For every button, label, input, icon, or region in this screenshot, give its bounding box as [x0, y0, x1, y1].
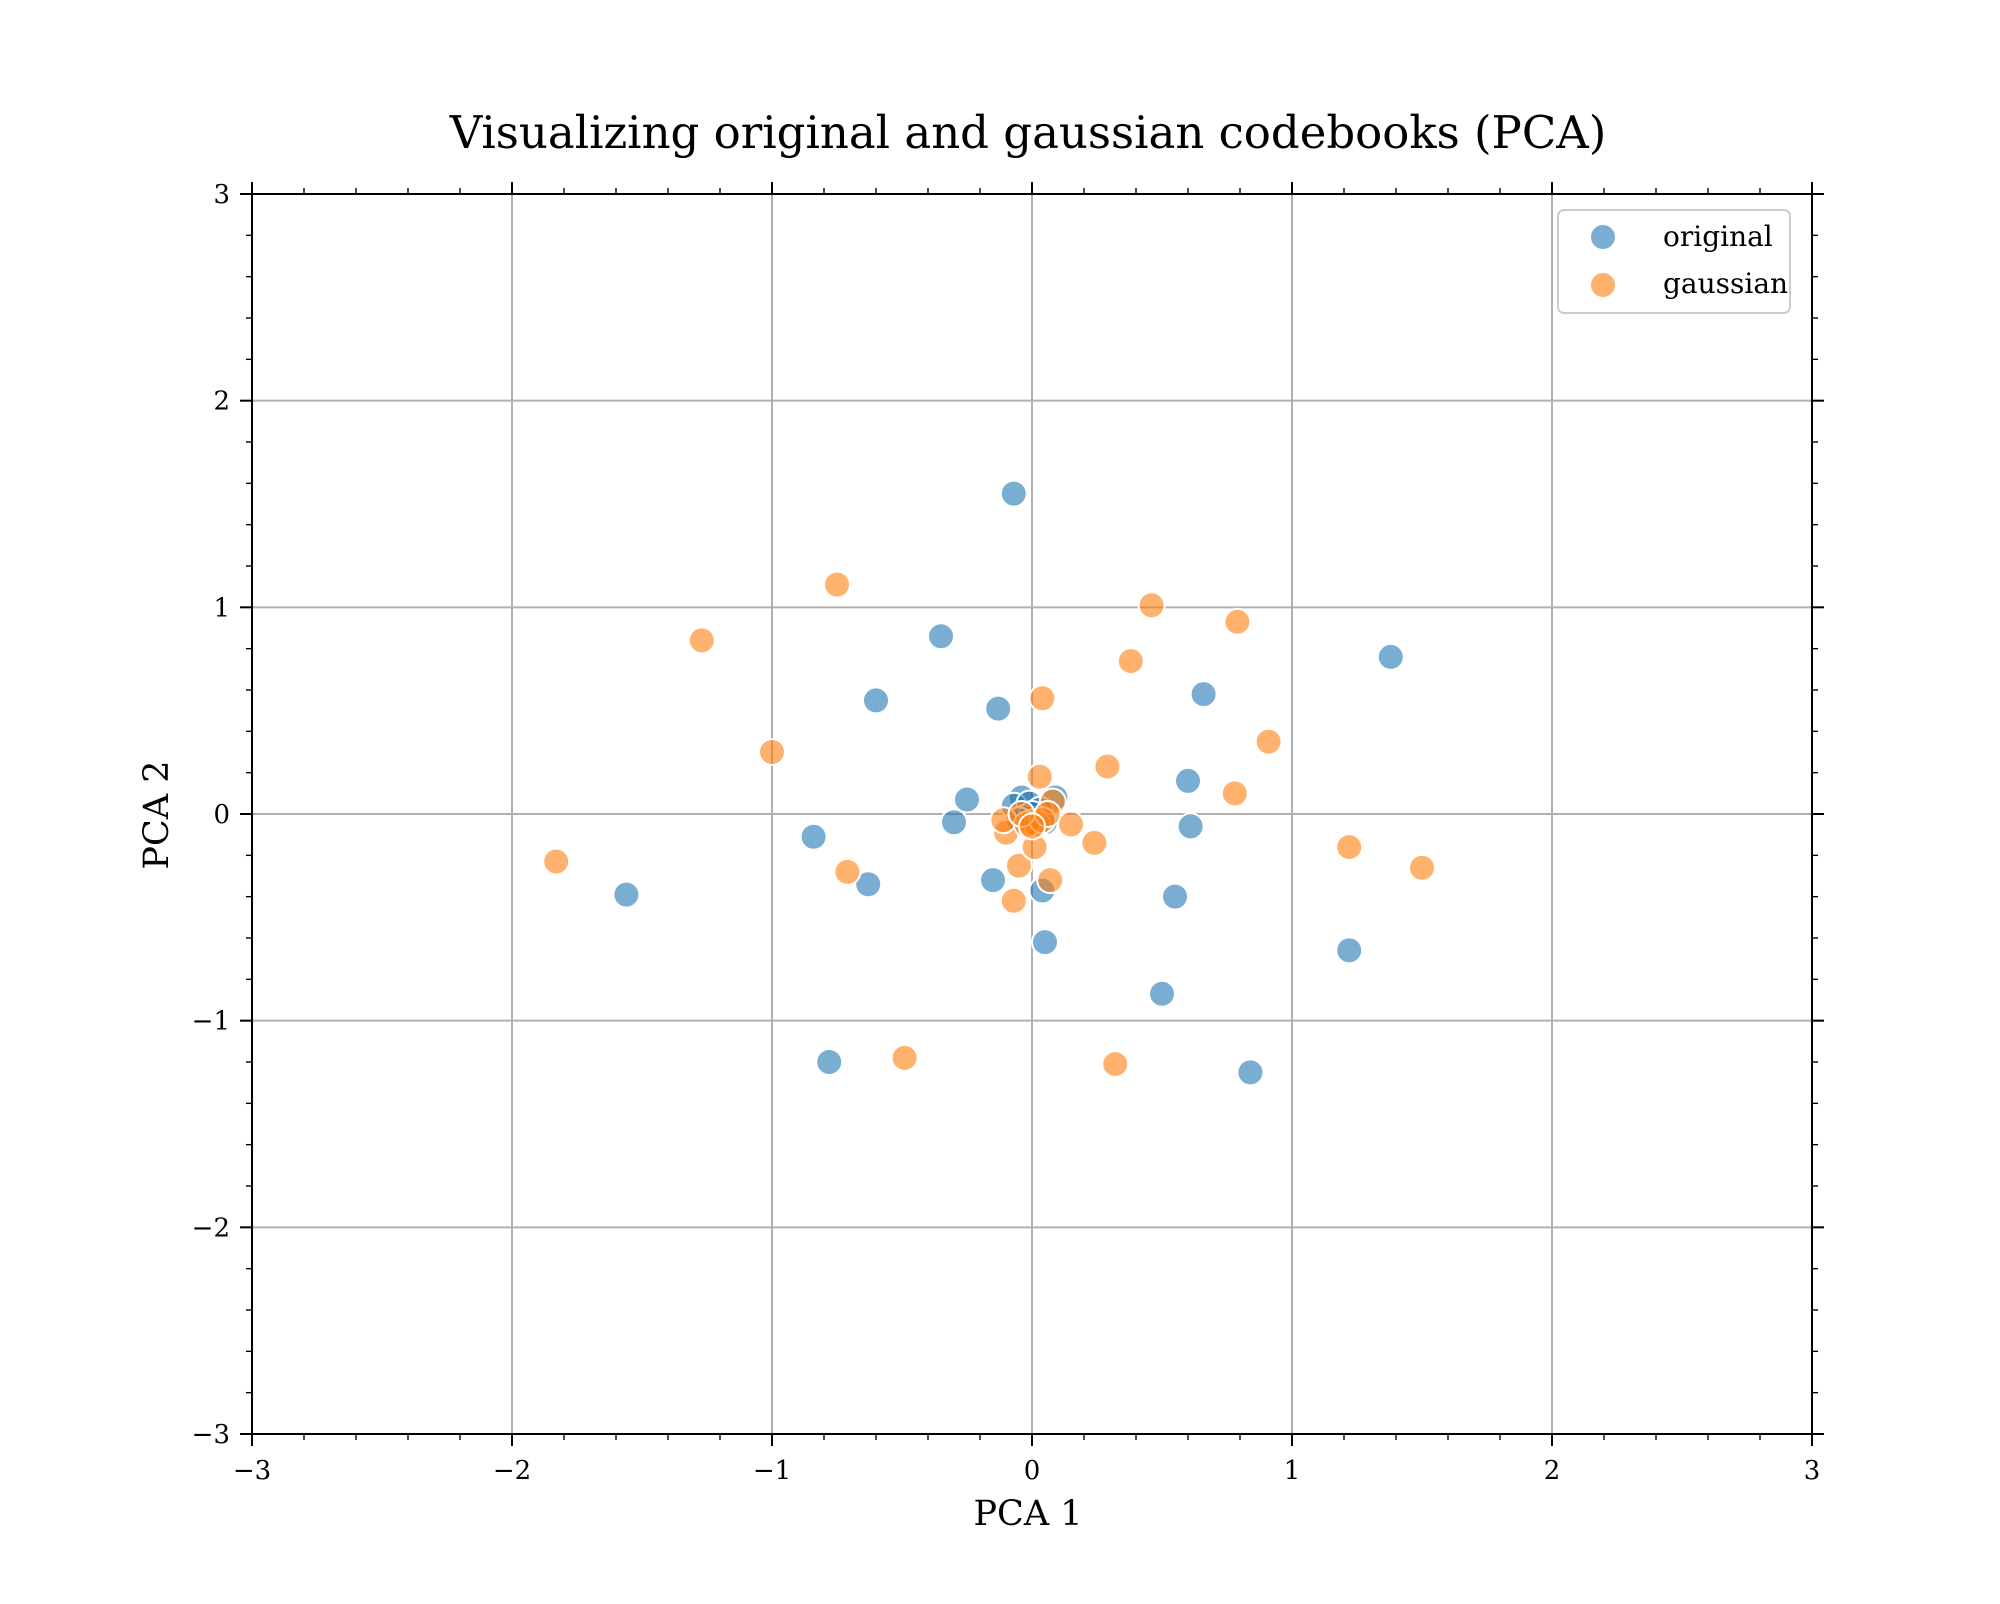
- scatter-point-gaussian: [542, 847, 571, 876]
- scatter-point-gaussian: [1116, 647, 1145, 676]
- scatter-point-original: [1236, 1058, 1265, 1087]
- scatter-point-gaussian: [758, 738, 786, 766]
- y-tick-label: 2: [213, 387, 230, 417]
- legend-label-gaussian: gaussian: [1663, 267, 1788, 300]
- scatter-point-original: [927, 622, 955, 651]
- scatter-point-gaussian: [1101, 1050, 1130, 1079]
- scatter-point-original: [1176, 812, 1205, 841]
- scatter-point-original: [854, 870, 883, 899]
- x-axis-label: PCA 1: [974, 1494, 1083, 1534]
- scatter-point-original: [984, 694, 1013, 723]
- y-tick-label: 1: [213, 593, 230, 623]
- scatter-point-original: [1174, 766, 1202, 795]
- scatter-point-gaussian: [890, 1043, 919, 1072]
- scatter-point-original: [1161, 882, 1189, 911]
- scatter-point-original: [862, 686, 890, 715]
- scatter-point-gaussian: [1137, 591, 1166, 620]
- legend-label-original: original: [1663, 220, 1773, 253]
- data-points: [542, 479, 1436, 1087]
- scatter-point-gaussian: [1005, 851, 1033, 880]
- y-tick-label: −1: [192, 1007, 230, 1037]
- scatter-point-original: [1031, 928, 1059, 957]
- scatter-point-original: [1148, 979, 1176, 1008]
- scatter-point-gaussian: [687, 626, 716, 655]
- scatter-point-original: [1376, 642, 1405, 671]
- scatter-point-original: [1189, 680, 1218, 709]
- x-tick-label: 1: [1284, 1456, 1301, 1486]
- scatter-point-gaussian: [1093, 752, 1122, 781]
- legend: original gaussian: [1557, 209, 1791, 314]
- x-tick-label: 2: [1544, 1456, 1561, 1486]
- y-tick-label: −2: [192, 1213, 230, 1243]
- x-tick-label: 3: [1804, 1456, 1821, 1486]
- scatter-point-gaussian: [833, 857, 862, 886]
- legend-marker-original: [1589, 223, 1617, 251]
- scatter-point-original: [612, 880, 641, 909]
- scatter-point-gaussian: [1223, 607, 1252, 636]
- scatter-point-original: [799, 822, 828, 851]
- y-tick-label: −3: [192, 1420, 230, 1450]
- scatter-point-gaussian: [1057, 810, 1085, 839]
- x-tick-label: 0: [1024, 1456, 1041, 1486]
- scatter-point-gaussian: [1335, 833, 1364, 862]
- y-tick-label: 3: [213, 180, 230, 210]
- y-tick-label: 0: [213, 800, 230, 830]
- scatter-point-gaussian: [1080, 828, 1109, 857]
- scatter-point-gaussian: [1025, 762, 1054, 791]
- plot-area-frame: [251, 193, 1813, 1435]
- scatter-point-gaussian: [1018, 812, 1046, 841]
- scatter-point-original: [953, 785, 981, 814]
- x-tick-label: −2: [493, 1456, 531, 1486]
- scatter-point-gaussian: [999, 886, 1028, 915]
- scatter-point-original: [1335, 936, 1364, 965]
- x-tick-label: −1: [753, 1456, 791, 1486]
- chart-title: Visualizing original and gaussian codebo…: [449, 106, 1607, 159]
- ticks: −3 −2 −1 0 1 2 3 −3 −2 −1 0 1 2 3: [192, 180, 1824, 1486]
- scatter-point-gaussian: [1028, 684, 1057, 713]
- scatter-point-gaussian: [1036, 866, 1065, 895]
- scatter-point-gaussian: [823, 570, 851, 599]
- scatter-point-gaussian: [1254, 727, 1283, 756]
- scatter-point-original: [940, 808, 968, 837]
- scatter-point-gaussian: [1220, 779, 1249, 808]
- scatter-point-gaussian: [1408, 853, 1436, 882]
- legend-marker-gaussian: [1589, 271, 1617, 299]
- scatter-point-original: [999, 479, 1028, 508]
- x-tick-label: −3: [233, 1456, 271, 1486]
- scatter-point-original: [815, 1048, 844, 1076]
- y-axis-label: PCA 2: [137, 761, 177, 870]
- scatter-point-original: [979, 866, 1007, 895]
